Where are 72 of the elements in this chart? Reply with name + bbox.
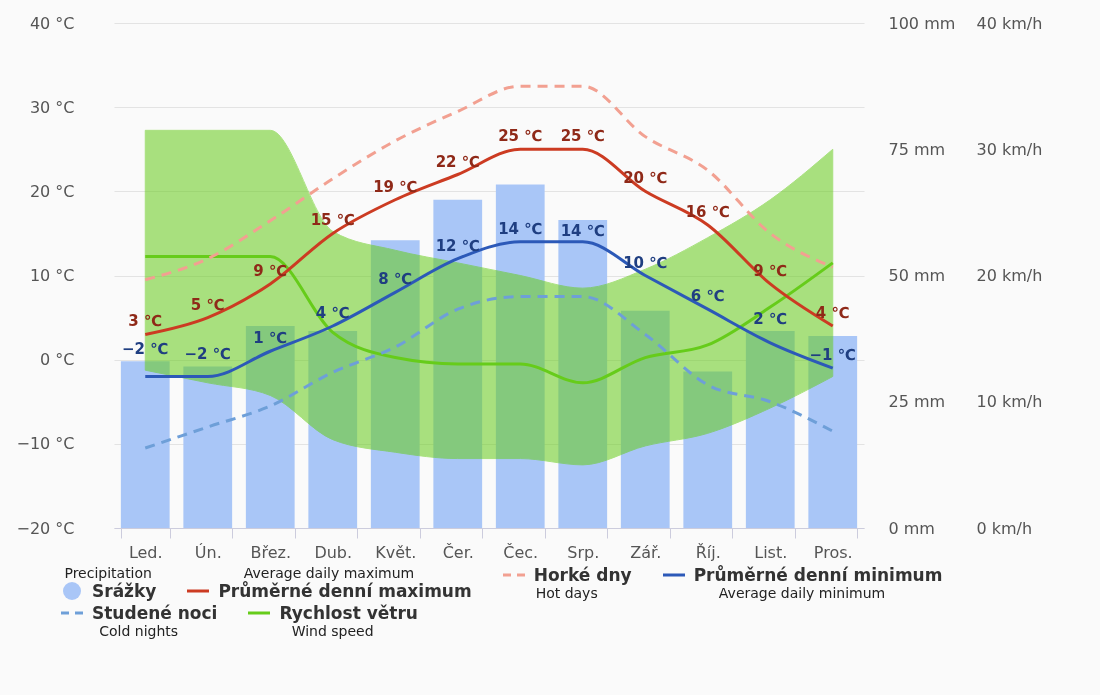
bar <box>620 310 670 528</box>
data-label: 2 ℃ <box>753 310 788 329</box>
data-label: 19 ℃ <box>373 177 418 196</box>
x-tick-label: Dub. <box>314 542 353 562</box>
data-label: 14 ℃ <box>498 219 543 238</box>
x-tick-label: Ún. <box>194 542 222 562</box>
y2-tick-label: 0 mm <box>888 518 935 538</box>
data-label: 14 ℃ <box>560 221 605 240</box>
y-tick-label: 40 °C <box>29 13 75 33</box>
y3-tick-label: 20 km/h <box>976 266 1043 285</box>
legend-label: Průměrné denní minimum <box>693 565 943 585</box>
text: Average daily maximum <box>243 565 415 581</box>
x-tick-label: Zář. <box>630 542 662 562</box>
bar <box>683 371 733 528</box>
bar <box>808 336 858 528</box>
legend-label: Rychlost větru <box>279 603 418 623</box>
bar <box>120 361 170 528</box>
bar <box>558 219 608 528</box>
y-tick-label: 0 °C <box>40 350 75 370</box>
data-label: 8 ℃ <box>378 270 413 289</box>
x-tick-label: Čec. <box>503 542 539 562</box>
text: Average daily minimum <box>718 585 886 601</box>
legend-label: Srážky <box>92 581 157 601</box>
text: Cold nights <box>99 623 179 639</box>
data-label: 9 ℃ <box>253 261 288 280</box>
bar <box>370 240 420 528</box>
x-tick-label: Břez. <box>250 542 292 562</box>
text: Wind speed <box>291 623 374 639</box>
y2-tick-label: 75 mm <box>888 139 946 159</box>
data-label: 6 ℃ <box>690 287 725 306</box>
y-tick-label: −20 °C <box>16 518 75 538</box>
data-label: 12 ℃ <box>435 236 480 255</box>
bar <box>308 331 358 528</box>
legend-label: Studené noci <box>92 603 218 623</box>
data-label: 22 ℃ <box>435 152 480 171</box>
bar <box>495 184 545 528</box>
y2-tick-label: 100 mm <box>888 13 956 33</box>
x-tick-label: Pros. <box>813 542 853 562</box>
text: Precipitation <box>64 565 152 581</box>
y-tick-label: −10 °C <box>16 434 75 454</box>
data-label: 16 ℃ <box>685 203 730 221</box>
data-label: 25 ℃ <box>498 127 543 146</box>
x-tick-label: Led. <box>128 542 163 562</box>
data-label: 25 ℃ <box>560 127 605 146</box>
x-tick-label: List. <box>754 542 788 562</box>
data-label: 3 ℃ <box>128 312 163 331</box>
bar <box>183 366 233 528</box>
y-tick-label: 10 °C <box>29 266 75 285</box>
data-label: 1 ℃ <box>253 329 288 348</box>
y3-tick-label: 0 km/h <box>976 518 1033 538</box>
y3-tick-label: 10 km/h <box>976 392 1043 412</box>
y3-tick-label: 30 km/h <box>976 139 1043 159</box>
data-label: −1 ℃ <box>809 346 856 365</box>
data-label: −2 ℃ <box>122 340 169 359</box>
x-tick-label: Srp. <box>567 542 600 562</box>
x-tick-label: Květ. <box>375 542 417 562</box>
x-tick-label: Čer. <box>442 542 474 562</box>
y-tick-label: 20 °C <box>29 181 75 201</box>
bar <box>433 199 483 528</box>
y-tick-label: 30 °C <box>29 97 75 117</box>
y2-tick-label: 50 mm <box>888 266 946 285</box>
y2-tick-label: 25 mm <box>888 392 946 412</box>
data-label: 10 ℃ <box>623 253 668 272</box>
y3-tick-label: 40 km/h <box>976 13 1043 33</box>
x-tick-label: Říj. <box>695 542 721 562</box>
bar <box>245 326 295 528</box>
data-label: 5 ℃ <box>190 295 225 314</box>
text: Hot days <box>535 585 598 601</box>
bar <box>745 331 795 528</box>
legend-label: Horké dny <box>533 565 632 585</box>
legend-label: Průměrné denní maximum <box>218 581 472 601</box>
data-label: −2 ℃ <box>184 345 231 364</box>
